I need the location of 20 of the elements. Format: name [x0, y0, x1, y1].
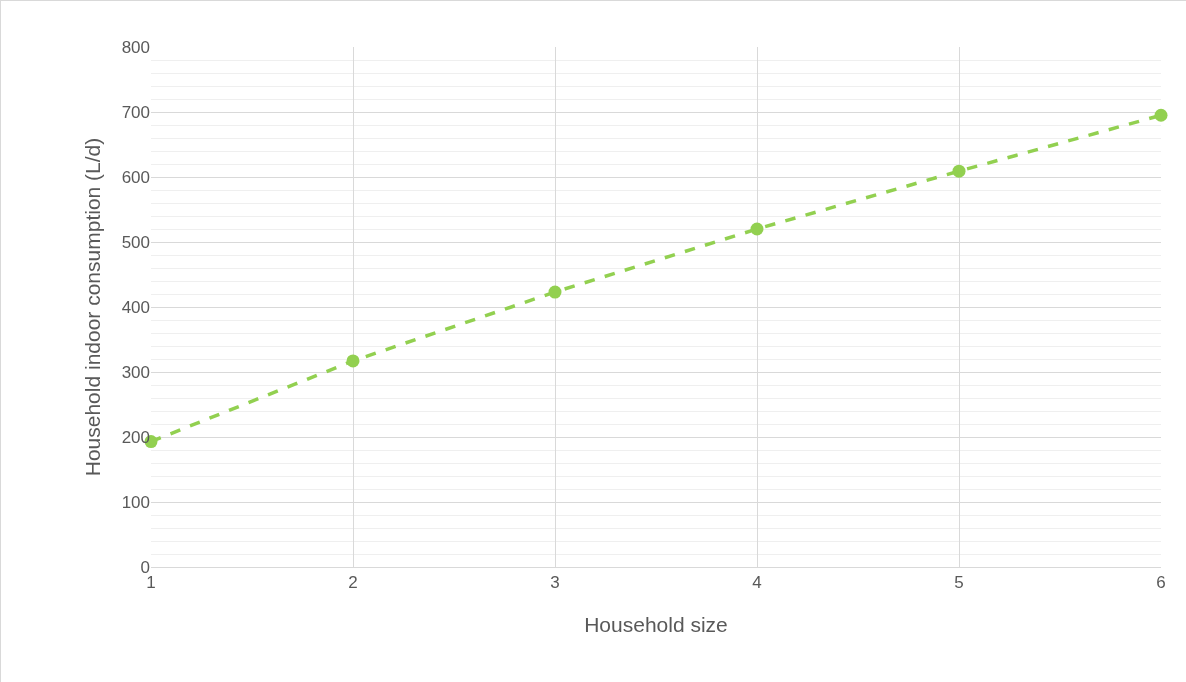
y-axis-title: Household indoor consumption (L/d): [80, 137, 104, 477]
y-tick-label: 700: [121, 102, 150, 122]
y-tick-label: 200: [121, 427, 150, 447]
y-tick-label: 800: [121, 37, 150, 57]
x-tick-label: 6: [1156, 573, 1166, 593]
y-tick-label: 500: [121, 232, 150, 252]
y-tick-label: 100: [121, 492, 150, 512]
point: [750, 222, 764, 236]
point: [1154, 108, 1168, 122]
y-tick-label: 400: [121, 297, 150, 317]
point: [346, 354, 360, 368]
y-tick-label: 300: [121, 362, 150, 382]
point: [548, 285, 562, 299]
x-tick-label: 3: [550, 573, 560, 593]
x-tick-label: 5: [954, 573, 964, 593]
x-axis-title: Household size: [584, 612, 728, 636]
x-tick-label: 4: [752, 573, 762, 593]
x-tick-label: 2: [348, 573, 358, 593]
y-tick-label: 600: [121, 167, 150, 187]
point: [952, 164, 966, 178]
